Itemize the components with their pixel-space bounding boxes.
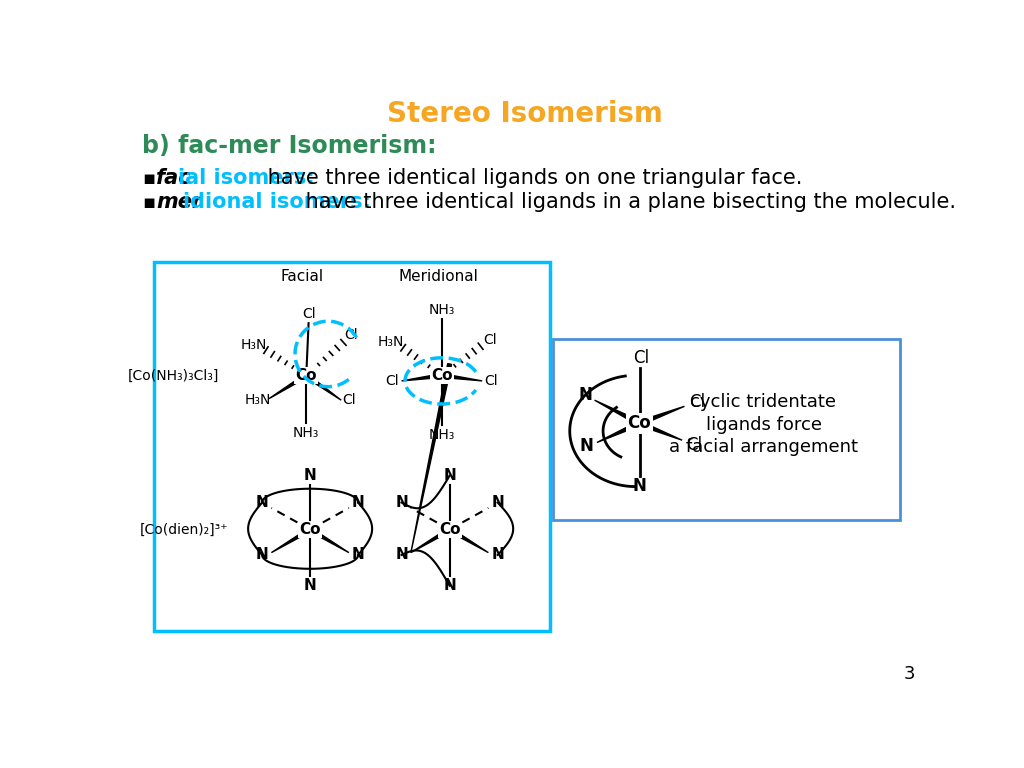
Text: N: N — [492, 495, 504, 510]
Text: Cl: Cl — [689, 393, 705, 412]
Text: N: N — [352, 495, 365, 510]
Text: [Co(dien)₂]³⁺: [Co(dien)₂]³⁺ — [139, 522, 228, 537]
Text: mer: mer — [156, 192, 202, 212]
Text: N: N — [256, 495, 268, 510]
Text: Meridional: Meridional — [398, 270, 478, 284]
Text: Co: Co — [431, 368, 453, 383]
Text: Co: Co — [439, 522, 461, 537]
Polygon shape — [595, 400, 641, 425]
Text: ligands force: ligands force — [706, 415, 821, 434]
Text: N: N — [304, 468, 316, 483]
Text: cyclic tridentate: cyclic tridentate — [690, 393, 837, 412]
Polygon shape — [401, 373, 442, 381]
Polygon shape — [411, 528, 451, 553]
Text: N: N — [579, 386, 592, 404]
Text: NH₃: NH₃ — [293, 426, 319, 440]
Polygon shape — [309, 528, 349, 553]
Text: Cl: Cl — [686, 435, 701, 454]
Text: ▪: ▪ — [142, 169, 156, 188]
Text: 3: 3 — [903, 664, 915, 683]
Text: Co: Co — [296, 368, 317, 383]
Polygon shape — [449, 528, 488, 553]
Polygon shape — [639, 421, 682, 440]
Text: [Co(NH₃)₃Cl₃]: [Co(NH₃)₃Cl₃] — [127, 369, 219, 382]
Polygon shape — [441, 373, 482, 381]
Polygon shape — [411, 363, 452, 553]
Text: H₃N: H₃N — [245, 393, 271, 407]
Text: N: N — [633, 477, 646, 495]
Text: Cl: Cl — [484, 374, 499, 388]
Polygon shape — [271, 528, 311, 553]
Text: N: N — [443, 578, 456, 593]
Text: Facial: Facial — [281, 270, 324, 284]
Text: idional isomers:: idional isomers: — [183, 192, 371, 212]
Text: Cl: Cl — [342, 393, 355, 407]
Text: N: N — [352, 548, 365, 562]
Polygon shape — [597, 421, 640, 442]
Text: Co: Co — [628, 414, 651, 432]
Text: Cl: Cl — [633, 349, 649, 367]
Text: N: N — [395, 495, 408, 510]
Text: N: N — [492, 548, 504, 562]
Text: Cl: Cl — [344, 329, 358, 343]
Text: Co: Co — [299, 522, 321, 537]
Polygon shape — [269, 374, 307, 399]
Text: Stereo Isomerism: Stereo Isomerism — [387, 100, 663, 127]
Text: N: N — [395, 548, 408, 562]
Text: N: N — [256, 548, 268, 562]
Polygon shape — [305, 374, 341, 400]
Text: fac: fac — [156, 168, 191, 188]
FancyBboxPatch shape — [154, 262, 550, 631]
Text: Cl: Cl — [385, 374, 399, 388]
Text: NH₃: NH₃ — [429, 428, 455, 442]
Text: N: N — [443, 468, 456, 483]
Text: a facial arrangement: a facial arrangement — [669, 438, 858, 456]
Text: have three identical ligands on one triangular face.: have three identical ligands on one tria… — [261, 168, 803, 188]
Text: b) fac-mer Isomerism:: b) fac-mer Isomerism: — [142, 134, 436, 158]
Text: Cl: Cl — [302, 307, 315, 321]
Text: ▪: ▪ — [142, 193, 156, 212]
FancyBboxPatch shape — [553, 339, 900, 519]
Text: ial isomers:: ial isomers: — [177, 168, 314, 188]
Text: N: N — [580, 437, 594, 455]
Text: Cl: Cl — [483, 333, 497, 347]
Text: N: N — [304, 578, 316, 593]
Text: H₃N: H₃N — [378, 335, 403, 349]
Polygon shape — [639, 406, 684, 425]
Text: NH₃: NH₃ — [429, 303, 455, 317]
Text: H₃N: H₃N — [241, 338, 266, 352]
Text: have three identical ligands in a plane bisecting the molecule.: have three identical ligands in a plane … — [299, 192, 956, 212]
